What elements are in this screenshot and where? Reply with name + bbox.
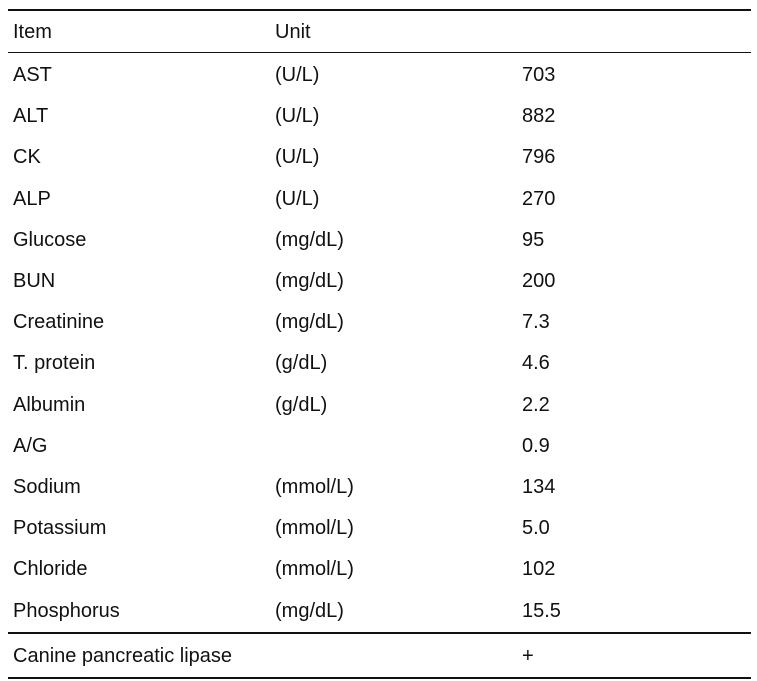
header-cell: Item	[13, 21, 52, 43]
item-cell: BUN	[13, 270, 56, 292]
item-cell: Glucose	[13, 228, 87, 251]
value-cell: 95	[522, 228, 545, 251]
unit-cell: (U/L)	[275, 187, 320, 210]
item-cell: Chloride	[13, 558, 88, 581]
item-cell: Sodium	[13, 476, 81, 498]
value-cell: 102	[522, 558, 556, 581]
value-cell: +	[522, 645, 534, 667]
header-cell: Unit	[275, 21, 311, 43]
unit-cell: (mg/dL)	[275, 228, 344, 251]
header-rule	[8, 52, 751, 53]
bottom-rule	[8, 677, 751, 679]
top-rule	[8, 9, 751, 11]
value-cell: 2.2	[522, 393, 550, 416]
value-cell: 15.5	[522, 599, 561, 622]
unit-cell: (U/L)	[275, 105, 320, 128]
footer-rule	[8, 632, 751, 634]
value-cell: 5.0	[522, 517, 550, 540]
value-cell: 882	[522, 105, 556, 128]
item-cell: ALP	[13, 187, 51, 210]
unit-cell: (g/dL)	[275, 393, 328, 416]
value-cell: 703	[522, 64, 556, 86]
value-cell: 4.6	[522, 352, 550, 375]
value-cell: 200	[522, 270, 556, 292]
value-cell: 134	[522, 476, 556, 498]
item-cell: Albumin	[13, 393, 86, 416]
item-cell: T. protein	[13, 352, 96, 375]
unit-cell: (mg/dL)	[275, 270, 344, 292]
unit-cell: (mmol/L)	[275, 517, 354, 540]
value-cell: 270	[522, 187, 556, 210]
unit-cell: (mg/dL)	[275, 311, 344, 334]
item-cell: Creatinine	[13, 311, 105, 334]
unit-cell: (mg/dL)	[275, 599, 344, 622]
unit-cell: (g/dL)	[275, 352, 328, 375]
item-cell: AST	[13, 64, 52, 86]
unit-cell: (mmol/L)	[275, 558, 354, 581]
item-cell: Potassium	[13, 517, 107, 540]
item-cell: ALT	[13, 105, 49, 128]
item-cell: Canine pancreatic lipase	[13, 645, 233, 667]
unit-cell: (U/L)	[275, 146, 320, 169]
unit-cell: (U/L)	[275, 64, 320, 86]
value-cell: 7.3	[522, 311, 550, 334]
unit-cell: (mmol/L)	[275, 476, 354, 498]
value-cell: 796	[522, 146, 556, 169]
value-cell: 0.9	[522, 434, 550, 457]
item-cell: CK	[13, 146, 41, 169]
item-cell: A/G	[13, 434, 48, 457]
item-cell: Phosphorus	[13, 599, 120, 622]
